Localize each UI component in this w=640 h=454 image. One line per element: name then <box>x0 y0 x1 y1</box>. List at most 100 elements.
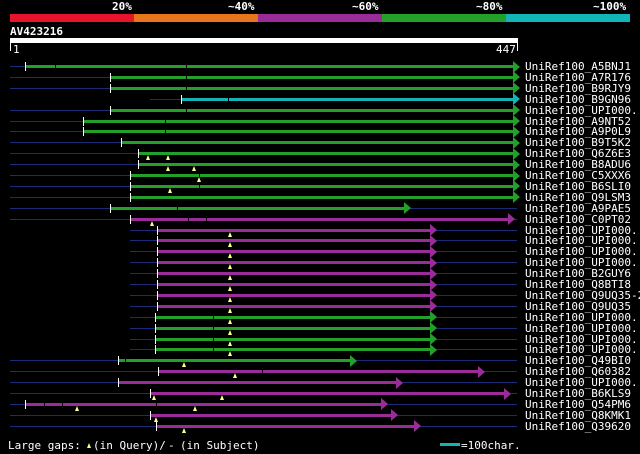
hit-alignment-bar[interactable] <box>155 315 430 319</box>
hit-alignment-bar[interactable] <box>157 304 430 308</box>
hit-start-tick <box>110 83 111 93</box>
hit-alignment-bar[interactable] <box>157 261 430 265</box>
hit-label-link[interactable]: UniRef100_B9T5K2 <box>525 136 631 150</box>
hit-alignment-bar[interactable] <box>110 206 404 210</box>
hit-label-link[interactable]: UniRef100_Q8KMK1 <box>525 408 631 422</box>
hit-label-link[interactable]: UniRef100_B9GN96 <box>525 92 631 106</box>
hit-label-link[interactable]: UniRef100_UPI000.. <box>525 103 640 117</box>
hit-label-link[interactable]: UniRef100_A7R176 <box>525 70 631 84</box>
hit-alignment-bar[interactable] <box>150 392 504 395</box>
hit-alignment-bar[interactable] <box>121 141 513 145</box>
query-gap-mark <box>228 340 232 346</box>
hit-alignment-bar[interactable] <box>110 108 513 112</box>
hit-alignment-bar[interactable] <box>157 272 430 276</box>
hit-alignment-bar[interactable] <box>25 402 381 406</box>
hit-alignment-bar[interactable] <box>157 283 430 286</box>
hit-alignment-bar[interactable] <box>155 326 430 330</box>
hit-label-link[interactable]: UniRef100_Q49BI0 <box>525 354 631 368</box>
query-gap-mark <box>228 329 232 335</box>
hit-label-link[interactable]: UniRef100_Q9UQ35-2 <box>525 288 640 302</box>
hit-alignment-bar[interactable] <box>157 228 430 232</box>
hit-alignment-bar[interactable] <box>130 174 513 177</box>
hit-label-link[interactable]: UniRef100_Q8BTI8 <box>525 278 631 291</box>
hit-label-link[interactable]: UniRef100_A5BNJ1 <box>525 60 631 73</box>
hit-label-link[interactable]: UniRef100_Q60382 <box>525 365 631 379</box>
hit-alignment-bar[interactable] <box>130 195 513 199</box>
hit-end-arrow-icon <box>430 289 437 302</box>
query-id: AV423216 <box>10 25 63 38</box>
hit-start-tick <box>130 181 131 191</box>
legend-label-60: ~60% <box>352 0 379 13</box>
subject-gap-mark <box>125 359 126 363</box>
query-gap-mark <box>166 166 170 172</box>
hit-start-tick <box>155 323 156 333</box>
hit-label-link[interactable]: UniRef100_Q39620 <box>525 419 631 433</box>
subject-gap-mark <box>213 337 214 341</box>
hit-label-link[interactable]: UniRef100_A9P0L9 <box>525 125 631 139</box>
hit-label-link[interactable]: UniRef100_B2GUY6 <box>525 267 631 281</box>
hit-alignment-bar[interactable] <box>130 184 513 188</box>
hit-alignment-bar[interactable] <box>110 75 513 79</box>
subject-gap-mark <box>165 119 166 123</box>
hit-alignment-bar[interactable] <box>157 239 430 243</box>
hit-alignment-bar[interactable] <box>155 348 430 352</box>
subject-gap-mark <box>186 86 187 90</box>
subject-gap-mark <box>262 370 263 374</box>
hit-alignment-bar[interactable] <box>110 86 513 90</box>
hit-label-link[interactable]: UniRef100_C0PT02 <box>525 212 631 226</box>
hit-label-link[interactable]: UniRef100_B6KLS9 <box>525 387 631 400</box>
subject-gap-mark <box>213 315 214 319</box>
hit-label-link[interactable]: UniRef100_B9RJY9 <box>525 81 631 95</box>
hit-alignment-bar[interactable] <box>155 337 430 341</box>
hit-label-link[interactable]: UniRef100_B8ADU6 <box>525 158 631 172</box>
hit-alignment-bar[interactable] <box>138 163 513 167</box>
hit-label-link[interactable]: UniRef100_Q9LSM3 <box>525 190 631 204</box>
query-gap-mark <box>152 395 156 400</box>
query-gap-mark <box>233 373 237 379</box>
hit-end-arrow-icon <box>513 71 520 84</box>
hit-alignment-bar[interactable] <box>130 217 508 221</box>
hit-start-tick <box>110 72 111 82</box>
hit-label-link[interactable]: UniRef100_UPI000.. <box>525 376 640 390</box>
query-gap-text: (in Query)/ <box>93 439 166 452</box>
hit-alignment-bar[interactable] <box>158 370 478 374</box>
hit-start-tick <box>25 399 26 409</box>
hit-label-link[interactable]: UniRef100_UPI000.. <box>525 310 640 324</box>
subject-gap-mark <box>206 217 207 221</box>
hit-label-link[interactable]: UniRef100_Q54PM6 <box>525 397 631 411</box>
hit-start-tick <box>121 138 122 148</box>
hit-alignment-bar[interactable] <box>25 65 513 68</box>
hit-label-link[interactable]: UniRef100_C5XXX6 <box>525 169 631 182</box>
hit-label-link[interactable]: UniRef100_Q9UQ35 <box>525 299 631 313</box>
hit-alignment-bar[interactable] <box>118 381 396 385</box>
hit-end-arrow-icon <box>430 224 437 236</box>
hit-alignment-bar[interactable] <box>150 413 391 417</box>
subject-gap-mark <box>213 326 214 330</box>
hit-alignment-bar[interactable] <box>156 424 414 428</box>
hit-alignment-bar[interactable] <box>157 250 430 254</box>
hit-alignment-bar[interactable] <box>83 130 513 134</box>
hit-start-tick <box>155 334 156 344</box>
subject-gap-mark <box>186 75 187 79</box>
hit-label-link[interactable]: UniRef100_UPI000.. <box>525 245 640 259</box>
hit-end-arrow-icon <box>513 82 520 95</box>
hit-label-link[interactable]: UniRef100_UPI000.. <box>525 256 640 270</box>
query-gap-mark <box>228 296 232 302</box>
hit-end-arrow-icon <box>513 136 520 149</box>
hit-label-link[interactable]: UniRef100_B6SLI0 <box>525 179 631 193</box>
hit-alignment-bar[interactable] <box>118 359 350 363</box>
hit-alignment-bar[interactable] <box>83 119 513 123</box>
hit-label-link[interactable]: UniRef100_UPI000.. <box>525 343 640 357</box>
hit-alignment-bar[interactable] <box>181 97 513 101</box>
hit-label-link[interactable]: UniRef100_UPI000.. <box>525 332 640 346</box>
hit-label-link[interactable]: UniRef100_UPI000.. <box>525 234 640 248</box>
hit-end-arrow-icon <box>513 93 520 106</box>
hit-alignment-bar[interactable] <box>157 293 430 297</box>
hit-label-link[interactable]: UniRef100_A9PAE5 <box>525 201 631 215</box>
hit-label-link[interactable]: UniRef100_A9NT52 <box>525 114 631 128</box>
query-gap-mark <box>228 307 232 313</box>
hit-label-link[interactable]: UniRef100_UPI000.. <box>525 223 640 237</box>
hit-alignment-bar[interactable] <box>138 152 513 156</box>
hit-label-link[interactable]: UniRef100_Q6Z6E3 <box>525 147 631 161</box>
hit-label-link[interactable]: UniRef100_UPI000.. <box>525 321 640 335</box>
